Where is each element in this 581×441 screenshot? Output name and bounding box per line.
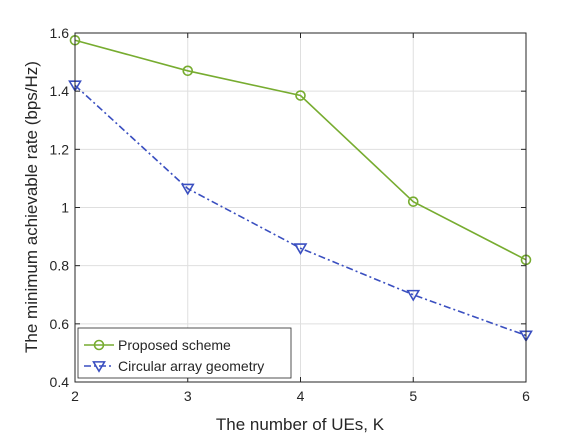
x-tick-label: 6 bbox=[522, 388, 530, 404]
legend-label: Circular array geometry bbox=[118, 358, 264, 374]
data-point bbox=[182, 65, 194, 77]
x-axis-label: The number of UEs, K bbox=[216, 415, 385, 434]
x-tick-label: 2 bbox=[71, 388, 79, 404]
data-point bbox=[293, 243, 308, 256]
data-point bbox=[406, 289, 421, 302]
legend: Proposed scheme Circular array geometry bbox=[77, 327, 292, 379]
x-tick-label: 3 bbox=[184, 388, 192, 404]
series-2 bbox=[68, 80, 533, 343]
y-tick-label: 1.4 bbox=[50, 83, 70, 99]
legend-label: Proposed scheme bbox=[118, 337, 231, 353]
x-tick-label: 4 bbox=[297, 388, 305, 404]
legend-box bbox=[77, 327, 292, 379]
series-line bbox=[74, 84, 527, 337]
tick-layer: 2 3 4 5 6 0.4 0.6 0.8 1 1.2 1.4 1.6 bbox=[50, 25, 531, 404]
x-tick-label: 5 bbox=[409, 388, 417, 404]
data-point bbox=[407, 196, 419, 207]
legend-marker bbox=[92, 361, 106, 373]
series-layer bbox=[68, 34, 533, 343]
data-point bbox=[295, 90, 306, 101]
y-tick-label: 0.4 bbox=[50, 374, 70, 390]
y-axis-label: The minimum achievable rate (bps/Hz) bbox=[22, 61, 41, 353]
y-tick-label: 1.2 bbox=[50, 141, 70, 157]
y-tick-label: 0.6 bbox=[50, 316, 70, 332]
y-tick-label: 1.6 bbox=[50, 25, 70, 41]
series-1 bbox=[69, 34, 532, 266]
data-point bbox=[180, 183, 195, 196]
y-tick-label: 1 bbox=[61, 200, 69, 216]
series-line bbox=[74, 39, 527, 261]
legend-marker bbox=[93, 339, 105, 351]
y-tick-label: 0.8 bbox=[50, 258, 70, 274]
